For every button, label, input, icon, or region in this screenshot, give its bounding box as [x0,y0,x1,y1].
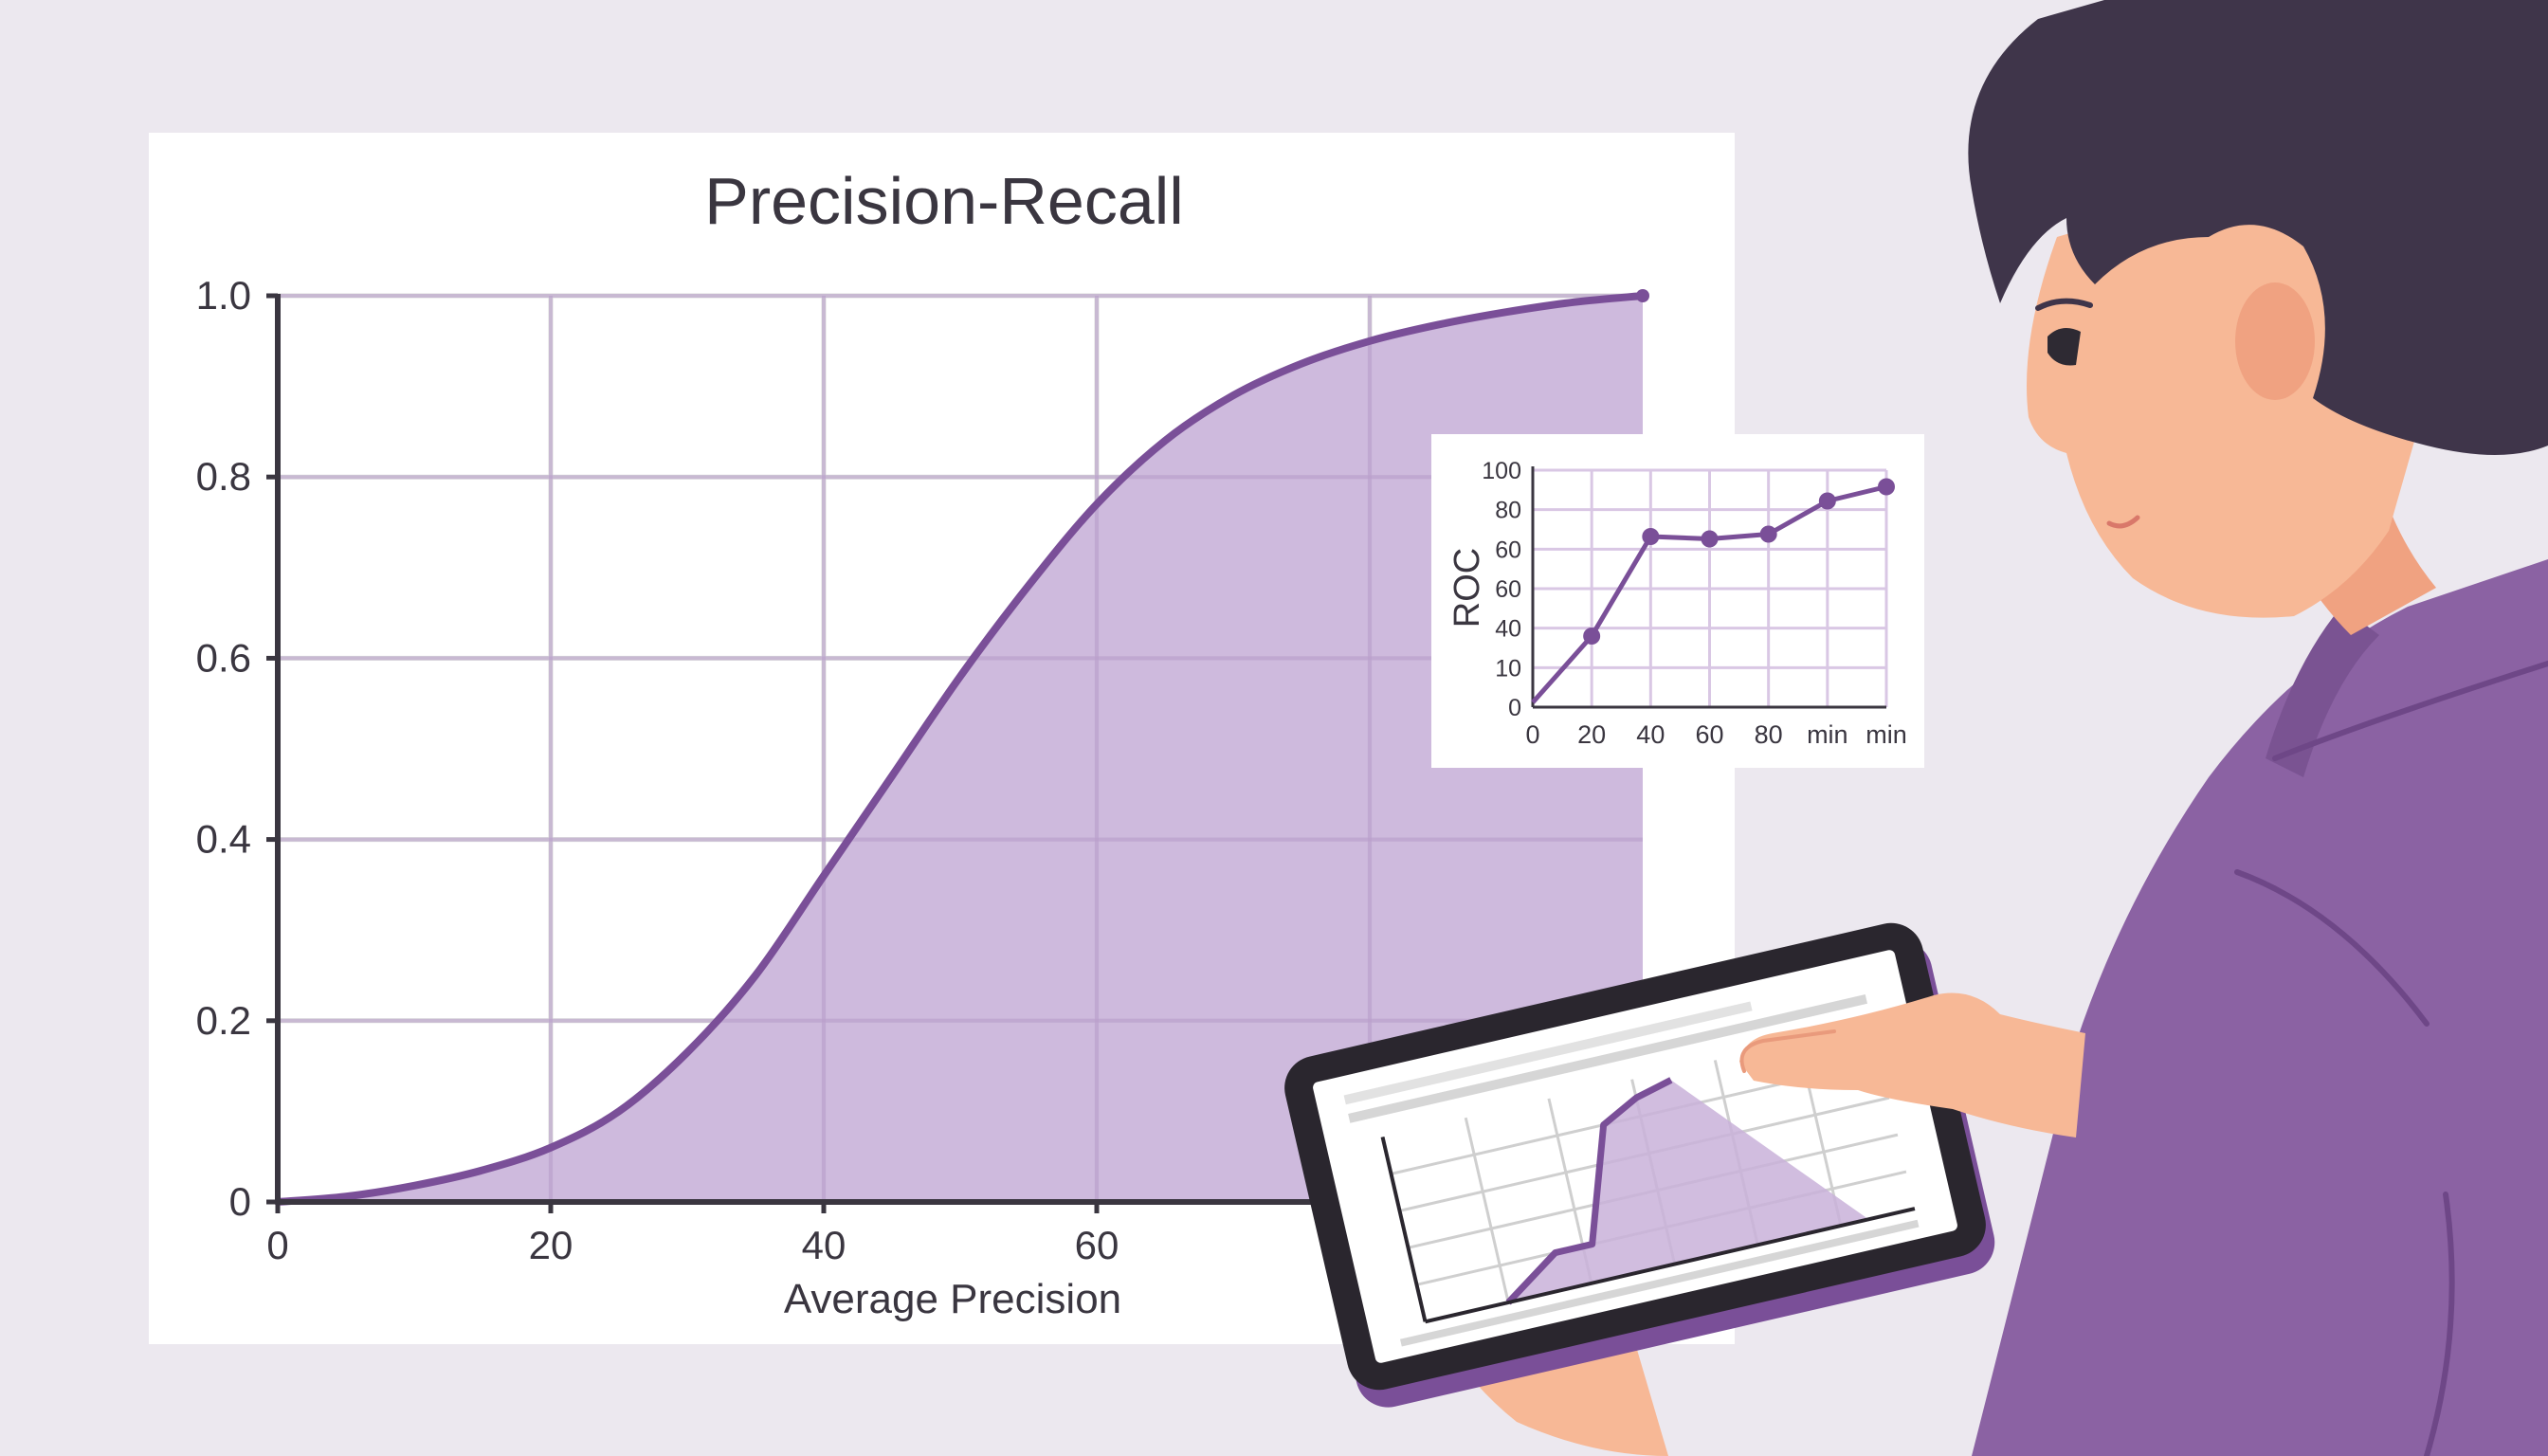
tablet-group [1284,922,2085,1456]
roc-chart-points [1583,478,1895,645]
main-y-tick-label: 0.4 [196,817,251,862]
roc-data-point [1701,530,1719,548]
main-x-tick-label: 20 [529,1223,573,1267]
main-x-tick-label: 0 [266,1223,288,1267]
tablet-mini-area [1508,1080,1869,1303]
roc-x-tick-label: 20 [1577,720,1606,749]
roc-x-tick-label: min [1866,720,1907,749]
roc-chart-x-ticks: 0 20 40 60 80 min min [1525,720,1906,749]
main-x-tick-label: 40 [802,1223,846,1267]
right-finger [1739,1029,1836,1073]
roc-y-tick-label: 100 [1482,458,1521,484]
person-hair [1968,0,2548,455]
roc-data-point [1759,525,1777,543]
roc-y-tick-label: 60 [1495,537,1521,563]
roc-data-point [1642,528,1660,545]
jacket-fold-3 [2424,1192,2455,1456]
roc-chart-axes [1531,466,1886,709]
roc-y-tick-label: 10 [1495,655,1521,682]
roc-chart-y-axis-label: ROC [1447,548,1487,628]
roc-data-point [1818,492,1836,510]
roc-x-tick-label: 40 [1636,720,1665,749]
roc-data-point [1878,478,1895,496]
main-y-tick-label: 0 [229,1179,251,1224]
main-chart-y-ticks: 0 0.2 0.4 0.6 0.8 1.0 [196,273,278,1224]
tablet-mini-line [1505,1077,1673,1305]
main-y-tick-label: 1.0 [196,273,251,318]
roc-y-tick-label: 40 [1495,616,1521,643]
person-figure [1968,0,2548,1456]
person-mouth [2106,515,2140,529]
main-y-tick-label: 0.6 [196,635,251,680]
main-y-tick-label: 0.2 [196,998,251,1043]
person-eye [2048,328,2081,366]
jacket-fold [2234,869,2430,1027]
main-chart-area-fill [278,296,1643,1202]
roc-y-tick-label: 0 [1508,695,1521,721]
roc-chart-panel [1431,434,1924,768]
roc-y-tick-label: 80 [1495,498,1521,524]
right-hand [1739,992,2085,1138]
main-chart-endpoint [1636,289,1649,302]
main-chart-x-axis-label: Average Precision [784,1276,1121,1322]
roc-x-tick-label: 0 [1525,720,1539,749]
person-eyebrow [2035,298,2093,311]
roc-x-tick-label: 80 [1755,720,1783,749]
jacket-collar-left [2266,607,2379,777]
main-chart-title: Precision-Recall [704,164,1184,238]
main-chart-curve [274,292,1647,1206]
roc-chart-y-ticks: 0 10 40 60 60 80 100 [1482,458,1521,721]
roc-x-tick-label: 60 [1695,720,1723,749]
roc-y-tick-label: 60 [1495,576,1521,603]
roc-data-point [1583,628,1601,645]
person-ear [2235,282,2315,400]
roc-x-tick-label: min [1807,720,1848,749]
jacket-fold-2 [2272,661,2548,761]
person-jacket [1972,559,2548,1456]
main-x-tick-label: 60 [1075,1223,1119,1267]
main-y-tick-label: 0.8 [196,454,251,499]
